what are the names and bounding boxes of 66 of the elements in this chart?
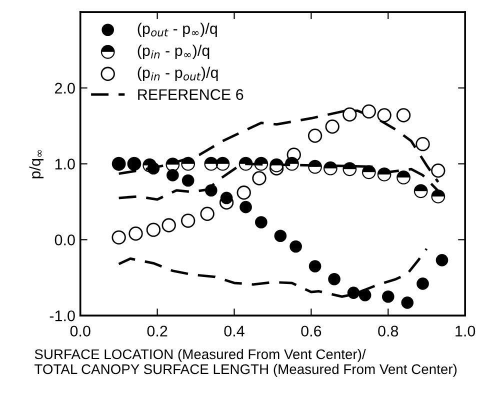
point (416, 278, 429, 290)
legend-label: REFERENCE 6 (138, 89, 244, 100)
legend-label: (p$_{out}$ - p$_{∞}$)/q (138, 22, 217, 37)
point (252, 171, 266, 186)
point (401, 296, 414, 309)
x-tick-label: 0.8 (378, 326, 398, 337)
point (382, 290, 394, 303)
point (416, 136, 430, 152)
point (180, 214, 196, 228)
point (328, 272, 340, 286)
point (290, 240, 302, 253)
x-tick-label: 0.2 (147, 326, 168, 337)
x-tick-label: 0.6 (301, 326, 322, 337)
point (308, 128, 322, 143)
point (220, 192, 233, 204)
point (308, 160, 322, 174)
x-tick-label: 0.0 (70, 326, 90, 337)
point (162, 218, 176, 232)
point (396, 170, 410, 184)
point (362, 165, 376, 180)
point (236, 186, 251, 200)
point (181, 156, 196, 171)
point (342, 107, 357, 122)
legend-label: (p$_{in}$ - p$_{out}$)/q (138, 66, 218, 81)
point (147, 162, 160, 175)
x-tick-label: 0.4 (224, 326, 244, 337)
point (308, 260, 322, 272)
point (377, 108, 392, 122)
legend-label: (p$_{in}$ - p$_{∞}$)/q (138, 44, 210, 59)
point (255, 216, 268, 228)
point (166, 158, 180, 172)
point (396, 108, 411, 122)
point (254, 156, 268, 171)
y-tick-label: 1.0 (55, 158, 75, 170)
point (414, 184, 428, 198)
point (285, 156, 299, 171)
point (146, 222, 161, 237)
point (342, 162, 357, 176)
point (431, 164, 446, 178)
point (182, 174, 194, 187)
line-series (118, 248, 428, 298)
y-axis-title: p/q$_{∞}$ (29, 150, 44, 178)
point (200, 206, 214, 221)
point (166, 169, 179, 182)
y-tick-label: 2.0 (55, 82, 75, 94)
x-axis-title: SURFACE LOCATION (Measured From Vent Center)/ TOTAL CANOPY SURFACE LENGTH (Measured From Vent Center) (34, 348, 457, 377)
y-tick-label: 0.0 (54, 234, 75, 246)
point (431, 189, 446, 204)
point (270, 158, 284, 172)
point (377, 167, 392, 182)
point (358, 288, 372, 302)
point (112, 230, 126, 245)
point (128, 226, 143, 241)
point (204, 156, 218, 171)
x-tick-label: 1.0 (456, 326, 476, 337)
y-tick-label: -1.0 (50, 310, 75, 322)
point (362, 104, 376, 119)
point (205, 184, 218, 197)
point (216, 156, 230, 171)
point (238, 156, 253, 171)
point (347, 286, 360, 299)
point (436, 254, 448, 266)
point (240, 200, 252, 214)
point (325, 120, 340, 134)
point (323, 161, 338, 176)
point (274, 230, 287, 242)
